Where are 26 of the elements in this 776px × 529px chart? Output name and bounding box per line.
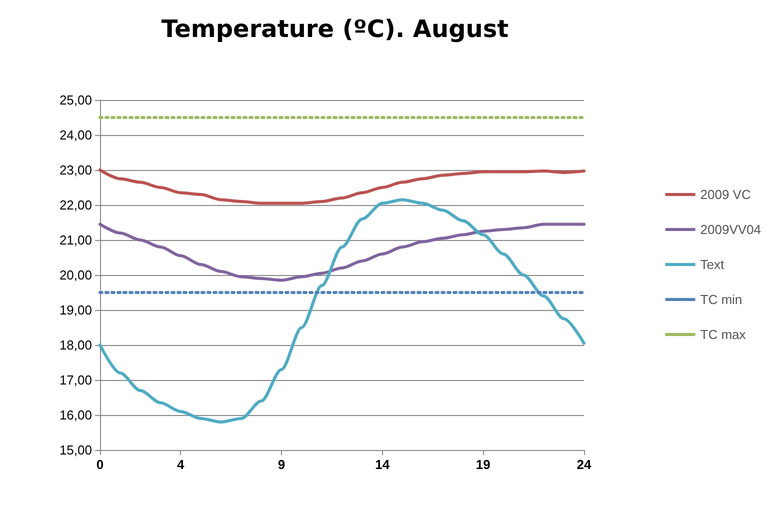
legend-label: TC min [700,292,742,307]
legend-label: 2009VV04 [700,222,762,237]
x-tick-label: 4 [177,457,186,472]
legend-label: Text [700,257,725,272]
y-tick-label: 19,00 [59,302,92,318]
legend-label: 2009 VC [700,187,751,202]
line-series [98,198,586,424]
y-tick-label: 17,00 [59,372,92,388]
x-tick-label: 0 [96,457,104,472]
y-tick-label: 21,00 [59,232,92,248]
x-tick-label: 14 [375,457,390,472]
y-tick-label: 18,00 [59,338,92,352]
x-tick-label: 9 [278,457,286,472]
x-tick-label: 24 [576,457,592,472]
y-tick-label: 24,00 [59,128,92,142]
y-tick-label: 15,00 [59,442,92,458]
line-series [98,168,586,205]
y-tick-label: 20,00 [59,268,92,282]
y-tick-label: 22,00 [59,198,92,212]
y-tick-label: 16,00 [59,408,92,422]
x-tick-label: 19 [476,457,490,472]
y-tick-label: 25,00 [59,92,92,108]
line-series [98,222,586,282]
chart-title: Temperature (ºC). August [161,15,509,43]
legend-label: TC max [700,327,746,342]
y-tick-label: 23,00 [59,162,92,178]
